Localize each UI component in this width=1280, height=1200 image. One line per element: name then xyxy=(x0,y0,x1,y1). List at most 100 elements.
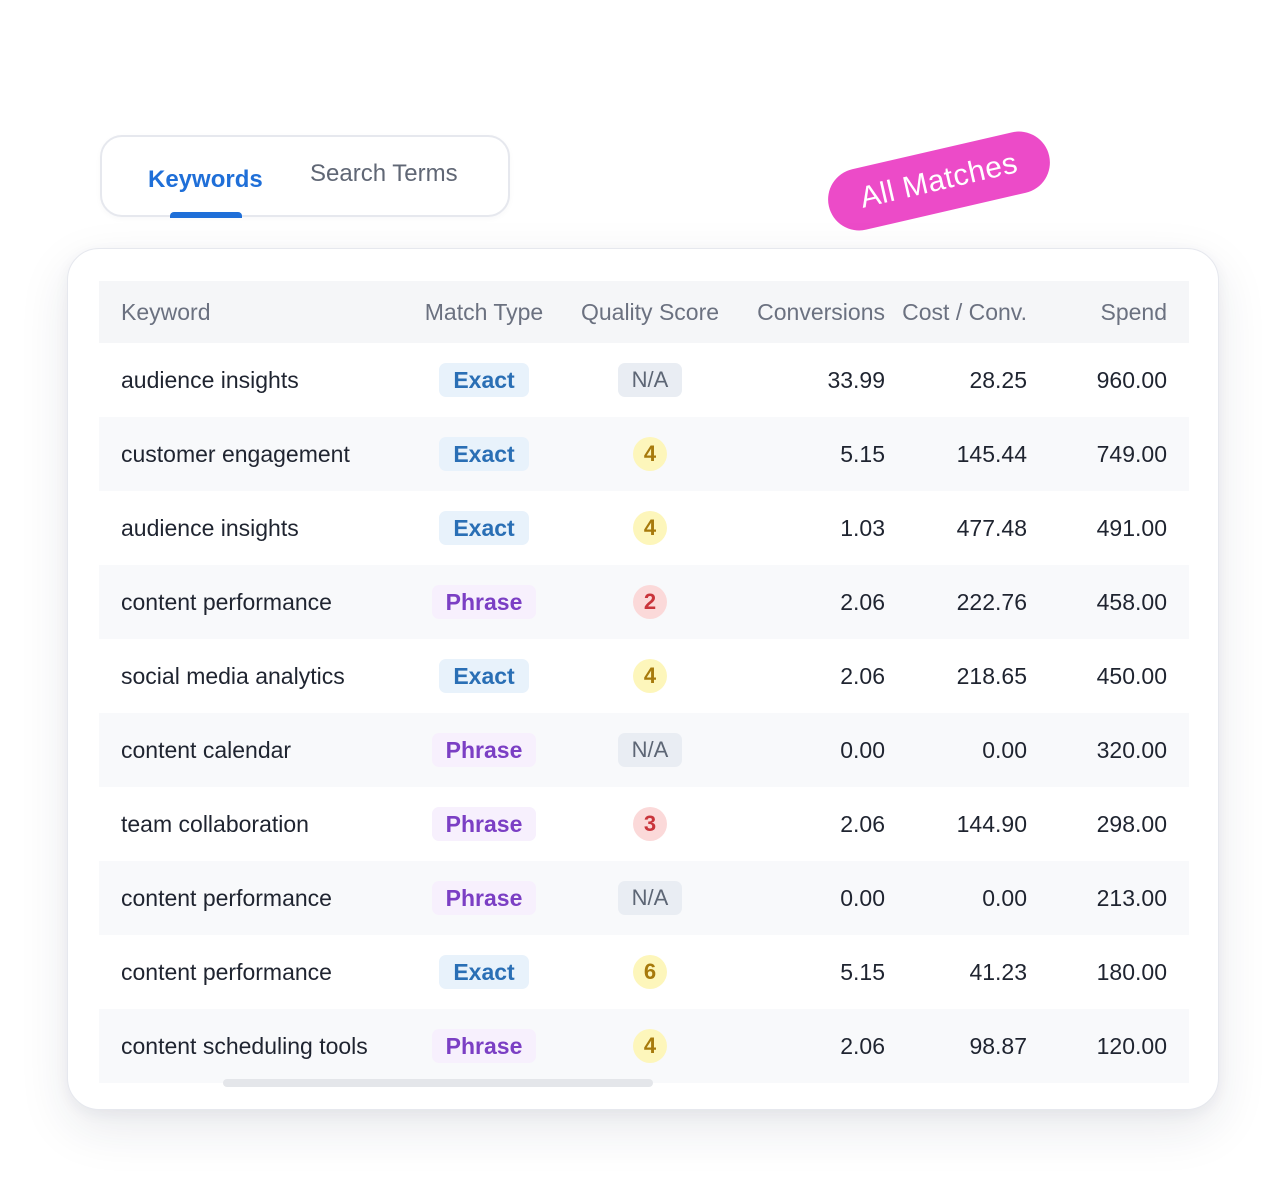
cell-match-type: Exact xyxy=(395,417,573,491)
match-type-badge: Exact xyxy=(439,955,529,989)
table-row[interactable]: content performance Exact 6 5.15 41.23 180.00 xyxy=(99,935,1189,1009)
header-cost-per-conv[interactable]: Cost / Conv. xyxy=(895,281,1053,343)
cell-quality-score: 2 xyxy=(573,565,727,639)
header-quality-score[interactable]: Quality Score xyxy=(573,281,727,343)
match-type-badge: Exact xyxy=(439,363,529,397)
cell-keyword: content performance xyxy=(121,958,332,985)
cell-quality-score: 6 xyxy=(573,935,727,1009)
header-match-type[interactable]: Match Type xyxy=(395,281,573,343)
cell-conversions: 2.06 xyxy=(727,565,895,639)
cell-keyword: social media analytics xyxy=(121,662,345,689)
cell-match-type: Exact xyxy=(395,935,573,1009)
cell-cost-per-conv: 145.44 xyxy=(895,417,1053,491)
quality-score-badge: 4 xyxy=(633,659,667,693)
cell-cost-per-conv: 41.23 xyxy=(969,958,1027,985)
cell-conversions: 33.99 xyxy=(827,366,885,393)
cell-cost-per-conv: 144.90 xyxy=(956,810,1027,837)
tab-search-terms[interactable]: Search Terms xyxy=(310,160,458,187)
match-type-badge: Phrase xyxy=(431,881,537,915)
table-row[interactable]: customer engagement Exact 4 5.15 145.44 749.0… xyxy=(99,417,1189,491)
cell-quality-score: 4 xyxy=(573,639,727,713)
cell-conversions: 0.00 xyxy=(727,861,895,935)
cell-spend: 458.00 xyxy=(1053,565,1189,639)
match-type-badge: Phrase xyxy=(431,1029,537,1063)
cell-keyword: customer engagement xyxy=(99,417,395,491)
cell-keyword: team collaboration xyxy=(121,810,309,837)
cell-spend: 491.00 xyxy=(1096,514,1167,541)
quality-score-badge: 4 xyxy=(633,511,667,545)
cell-cost-per-conv: 477.48 xyxy=(956,514,1027,541)
match-type-badge: Phrase xyxy=(431,733,537,767)
cell-match-type: Phrase xyxy=(395,1009,573,1083)
cell-keyword: content performance xyxy=(99,861,395,935)
cell-cost-per-conv: 0.00 xyxy=(895,861,1053,935)
cell-match-type: Phrase xyxy=(395,713,573,787)
cell-match-type: Exact xyxy=(395,491,573,565)
cell-quality-score: N/A xyxy=(573,343,727,417)
all-matches-callout: All Matches xyxy=(821,125,1057,237)
table-row[interactable]: content calendar Phrase N/A 0.00 0.00 320.00 xyxy=(99,713,1189,787)
cell-conversions: 2.06 xyxy=(727,1009,895,1083)
cell-spend: 120.00 xyxy=(1053,1009,1189,1083)
match-type-badge: Phrase xyxy=(431,585,537,619)
cell-spend: 450.00 xyxy=(1096,662,1167,689)
quality-score-badge: 2 xyxy=(633,585,667,619)
table-header-row: Keyword Match Type Quality Score Convers… xyxy=(99,281,1189,343)
cell-quality-score: N/A xyxy=(573,861,727,935)
cell-cost-per-conv: 218.65 xyxy=(956,662,1027,689)
cell-match-type: Exact xyxy=(395,639,573,713)
match-type-badge: Exact xyxy=(439,511,529,545)
tab-keywords[interactable]: Keywords xyxy=(148,166,263,193)
quality-score-badge: N/A xyxy=(617,733,683,767)
table-row[interactable]: content scheduling tools Phrase 4 2.06 98.87… xyxy=(99,1009,1189,1083)
cell-cost-per-conv: 98.87 xyxy=(895,1009,1053,1083)
horizontal-scrollbar[interactable] xyxy=(223,1079,653,1087)
cell-quality-score: 3 xyxy=(573,787,727,861)
cell-conversions: 5.15 xyxy=(840,958,885,985)
header-spend[interactable]: Spend xyxy=(1053,281,1189,343)
table-row[interactable]: audience insights Exact 4 1.03 477.48 491.00 xyxy=(99,491,1189,565)
cell-quality-score: 4 xyxy=(573,491,727,565)
cell-match-type: Phrase xyxy=(395,861,573,935)
cell-conversions: 2.06 xyxy=(840,662,885,689)
active-tab-indicator xyxy=(170,212,242,218)
match-type-badge: Exact xyxy=(439,437,529,471)
cell-spend: 298.00 xyxy=(1096,810,1167,837)
cell-match-type: Phrase xyxy=(395,565,573,639)
quality-score-badge: 4 xyxy=(633,437,667,471)
cell-conversions: 2.06 xyxy=(840,810,885,837)
table-row[interactable]: content performance Phrase N/A 0.00 0.00 213.… xyxy=(99,861,1189,935)
cell-conversions: 0.00 xyxy=(727,713,895,787)
callout-label: All Matches xyxy=(856,146,1021,215)
table-row[interactable]: social media analytics Exact 4 2.06 218.65 45… xyxy=(99,639,1189,713)
cell-cost-per-conv: 0.00 xyxy=(895,713,1053,787)
cell-conversions: 5.15 xyxy=(727,417,895,491)
header-keyword[interactable]: Keyword xyxy=(99,281,395,343)
cell-keyword: audience insights xyxy=(121,366,299,393)
cell-spend: 180.00 xyxy=(1096,958,1167,985)
cell-conversions: 1.03 xyxy=(840,514,885,541)
cell-keyword: content performance xyxy=(99,565,395,639)
table-row[interactable]: content performance Phrase 2 2.06 222.76 458.… xyxy=(99,565,1189,639)
quality-score-badge: 4 xyxy=(633,1029,667,1063)
cell-quality-score: 4 xyxy=(573,1009,727,1083)
cell-keyword: content calendar xyxy=(99,713,395,787)
header-conversions[interactable]: Conversions xyxy=(727,281,895,343)
quality-score-badge: N/A xyxy=(617,881,683,915)
keywords-table: Keyword Match Type Quality Score Convers… xyxy=(99,281,1189,1083)
match-type-badge: Phrase xyxy=(431,807,537,841)
table-row[interactable]: team collaboration Phrase 3 2.06 144.90 298.0… xyxy=(99,787,1189,861)
match-type-badge: Exact xyxy=(439,659,529,693)
quality-score-badge: N/A xyxy=(617,363,683,397)
cell-spend: 320.00 xyxy=(1053,713,1189,787)
table-row[interactable]: audience insights Exact N/A 33.99 28.25 960.0… xyxy=(99,343,1189,417)
keywords-table-card: Keyword Match Type Quality Score Convers… xyxy=(67,248,1219,1110)
cell-cost-per-conv: 28.25 xyxy=(969,366,1027,393)
cell-quality-score: 4 xyxy=(573,417,727,491)
cell-quality-score: N/A xyxy=(573,713,727,787)
cell-match-type: Exact xyxy=(395,343,573,417)
cell-keyword: audience insights xyxy=(121,514,299,541)
quality-score-badge: 3 xyxy=(633,807,667,841)
cell-spend: 960.00 xyxy=(1096,366,1167,393)
cell-keyword: content scheduling tools xyxy=(99,1009,395,1083)
